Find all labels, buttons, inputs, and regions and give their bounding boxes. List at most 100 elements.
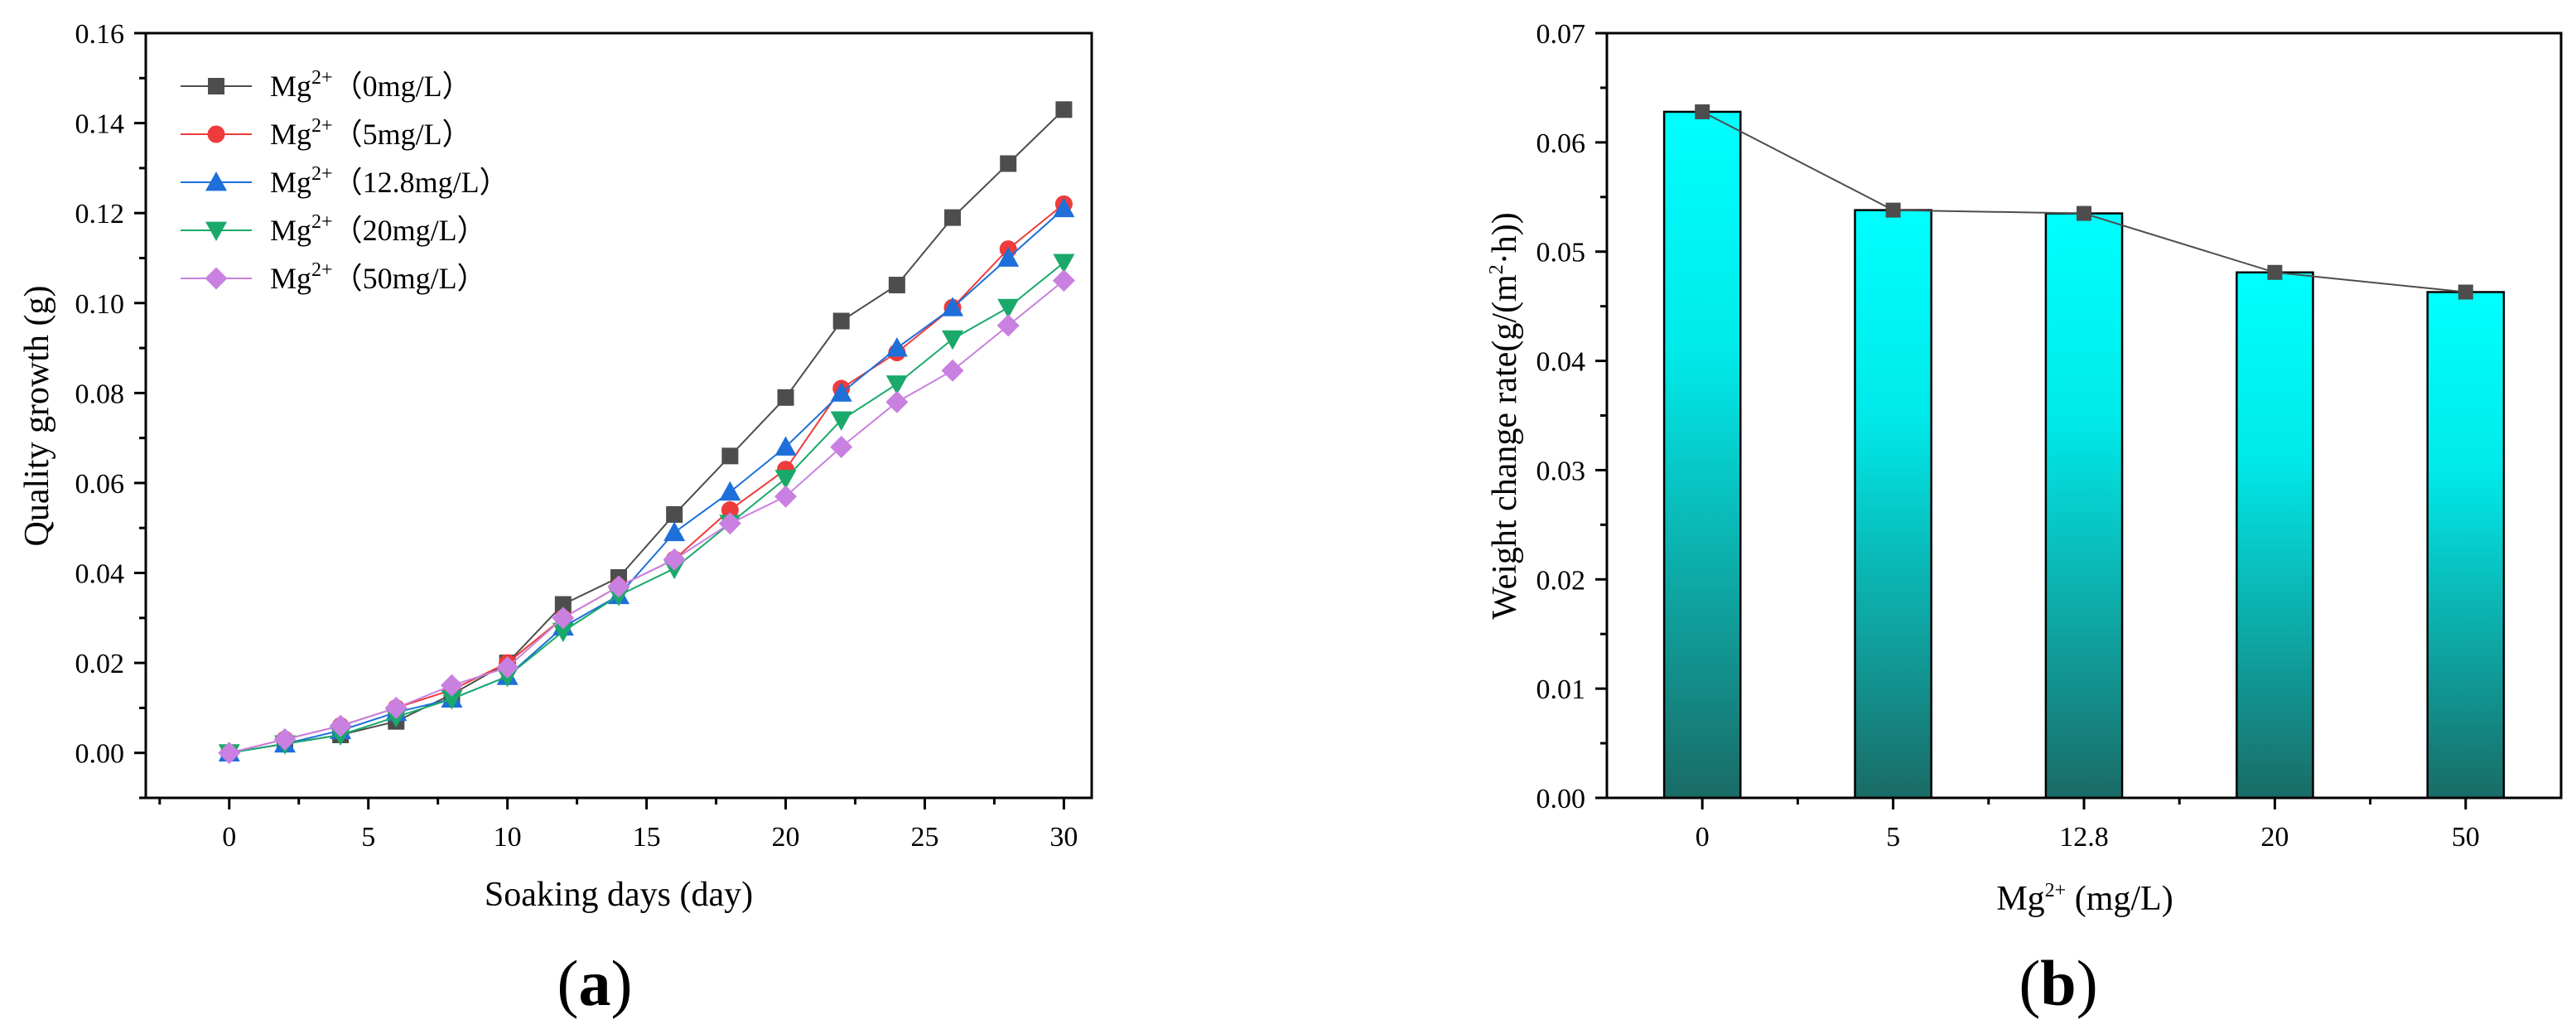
chart-a-point	[774, 436, 797, 456]
chart-a-legend-rest: （50mg/L）	[333, 262, 487, 295]
chart-b-y-tick-label: 0.05	[1536, 238, 1586, 268]
chart-a-xlabel: Soaking days (day)	[485, 876, 753, 914]
chart-a-series-line	[229, 109, 1065, 754]
chart-a-legend-marker	[208, 78, 224, 94]
chart-a-point	[774, 470, 797, 490]
chart-b-point	[1885, 202, 1901, 218]
chart-a-point	[273, 727, 297, 751]
chart-a-x-tick-label: 25	[910, 822, 938, 853]
panel-label-b: (b)	[2019, 947, 2097, 1019]
chart-a-legend-sup: 2+	[311, 67, 333, 89]
chart-b-point	[2267, 264, 2283, 280]
chart-b-xlabel: Mg2+ (mg/L)	[1996, 880, 2173, 918]
chart-a-legend-rest: （12.8mg/L）	[333, 166, 509, 199]
chart-b-point	[1695, 104, 1710, 119]
chart-a-series-line	[229, 207, 1065, 754]
chart-a-legend-base: Mg	[270, 166, 311, 199]
chart-a-point	[942, 297, 964, 316]
chart-a-legend-label: Mg2+（50mg/L）	[270, 259, 487, 295]
chart-b-xlabel-base: Mg	[1996, 880, 2044, 918]
chart-a-series-line	[229, 279, 1065, 754]
chart-a-x-tick-label: 20	[772, 822, 800, 853]
chart-a-point	[1055, 101, 1073, 118]
chart-b-y-tick-label: 0.03	[1536, 456, 1586, 486]
chart-a-point	[942, 330, 964, 350]
chart-b: 0.00 0.01 0.02 0.03 0.04 0.05 0.06 0.07 0 5 12.8 2…	[1486, 19, 2563, 1019]
chart-a-legend-base: Mg	[270, 262, 311, 295]
chart-a-x-tick-label: 10	[494, 822, 522, 853]
chart-a-legend-base: Mg	[270, 70, 311, 103]
chart-a-point	[888, 277, 905, 294]
chart-b-y-tick-label: 0.07	[1536, 19, 1586, 50]
chart-a-point	[830, 382, 852, 402]
chart-a-point	[441, 690, 463, 710]
chart-b-y-tick-label: 0.00	[1536, 784, 1586, 814]
chart-a-y-tick-label: 0.06	[75, 469, 125, 500]
chart-a-point	[832, 312, 850, 330]
chart-a-legend-sup: 2+	[311, 211, 333, 233]
chart-a-legend-marker	[205, 221, 227, 241]
chart-a-point	[552, 622, 574, 643]
chart-a-point	[1053, 254, 1075, 273]
chart-a-legend-marker	[207, 125, 225, 143]
chart-b-bar	[2236, 271, 2314, 800]
chart-b-y-tick-label: 0.06	[1536, 128, 1586, 159]
chart-a-legend-item: Mg2+（50mg/L）	[181, 259, 487, 295]
chart-a-point	[721, 501, 739, 519]
chart-a-point	[663, 548, 686, 571]
chart-a-point	[885, 390, 909, 413]
chart-a-point	[777, 389, 794, 406]
chart-a-point	[941, 359, 964, 382]
chart-b-point	[2458, 284, 2473, 300]
chart-a-legend-rest: （5mg/L）	[333, 118, 472, 151]
chart-b-bar	[1854, 209, 1932, 800]
chart-a-legend-label: Mg2+（20mg/L）	[270, 211, 487, 247]
chart-a-point	[1000, 155, 1017, 172]
chart-a-point	[719, 481, 741, 501]
chart-a-series-0	[220, 101, 1073, 761]
panel-label-a-letter: a	[579, 947, 611, 1019]
chart-a-y-tick-label: 0.00	[75, 739, 125, 770]
chart-a-y-tick-label: 0.16	[75, 19, 125, 50]
chart-a-x-axis: 0 5 10 15 20 25 30	[158, 798, 1078, 853]
chart-a-point	[885, 337, 908, 357]
chart-a-y-tick-label: 0.14	[75, 109, 125, 140]
chart-b-y-tick-label: 0.04	[1536, 347, 1586, 378]
chart-a-legend-sup: 2+	[311, 163, 333, 185]
chart-a-point	[1052, 269, 1075, 292]
chart-a-legend-item: Mg2+（5mg/L）	[181, 115, 472, 151]
chart-a-y-axis: 0.00 0.02 0.04 0.06 0.08 0.10 0.12 0.14 0.16	[75, 19, 146, 800]
chart-a-legend-sup: 2+	[311, 115, 333, 137]
chart-a-legend-sup: 2+	[311, 259, 333, 281]
chart-b-point	[2077, 205, 2091, 221]
chart-a-point	[552, 606, 575, 630]
panel-label-a: (a)	[557, 947, 633, 1019]
chart-b-xlabel-sup: 2+	[2045, 880, 2067, 901]
chart-a-legend-base: Mg	[270, 118, 311, 151]
chart-a-legend: Mg2+（0mg/L）Mg2+（5mg/L）Mg2+（12.8mg/L）Mg2+…	[181, 67, 509, 295]
chart-a-series-2	[218, 197, 1075, 762]
chart-a-legend-base: Mg	[270, 214, 311, 247]
chart-a-series-4	[218, 269, 1075, 765]
chart-b-y-axis: 0.00 0.01 0.02 0.03 0.04 0.05 0.06 0.07	[1536, 19, 1607, 814]
chart-a-point	[440, 674, 463, 697]
chart-b-xlabel-rest: (mg/L)	[2066, 880, 2173, 918]
chart-a-y-tick-label: 0.08	[75, 379, 125, 409]
chart-b-y-tick-label: 0.01	[1536, 674, 1586, 705]
chart-a-point	[997, 247, 1020, 267]
chart-a-x-tick-label: 5	[361, 822, 375, 853]
chart-a-point	[329, 714, 352, 737]
chart-a-x-tick-label: 15	[633, 822, 661, 853]
chart-a-series	[218, 101, 1075, 765]
chart-a-ylabel: Quality growth (g)	[18, 286, 56, 547]
chart-a-point	[496, 656, 519, 679]
chart-a-legend-rest: （0mg/L）	[333, 70, 472, 103]
chart-a-legend-item: Mg2+（12.8mg/L）	[181, 163, 509, 199]
chart-a-point	[384, 696, 408, 719]
chart-b-ylabel-suffix: ·h))	[1486, 212, 1524, 264]
chart-a-x-tick-label: 0	[222, 822, 236, 853]
chart-b-y-tick-label: 0.02	[1536, 565, 1586, 596]
chart-a-point	[218, 742, 241, 765]
chart-b-x-tick-label: 20	[2260, 822, 2289, 853]
chart-a-legend-label: Mg2+（0mg/L）	[270, 67, 472, 103]
